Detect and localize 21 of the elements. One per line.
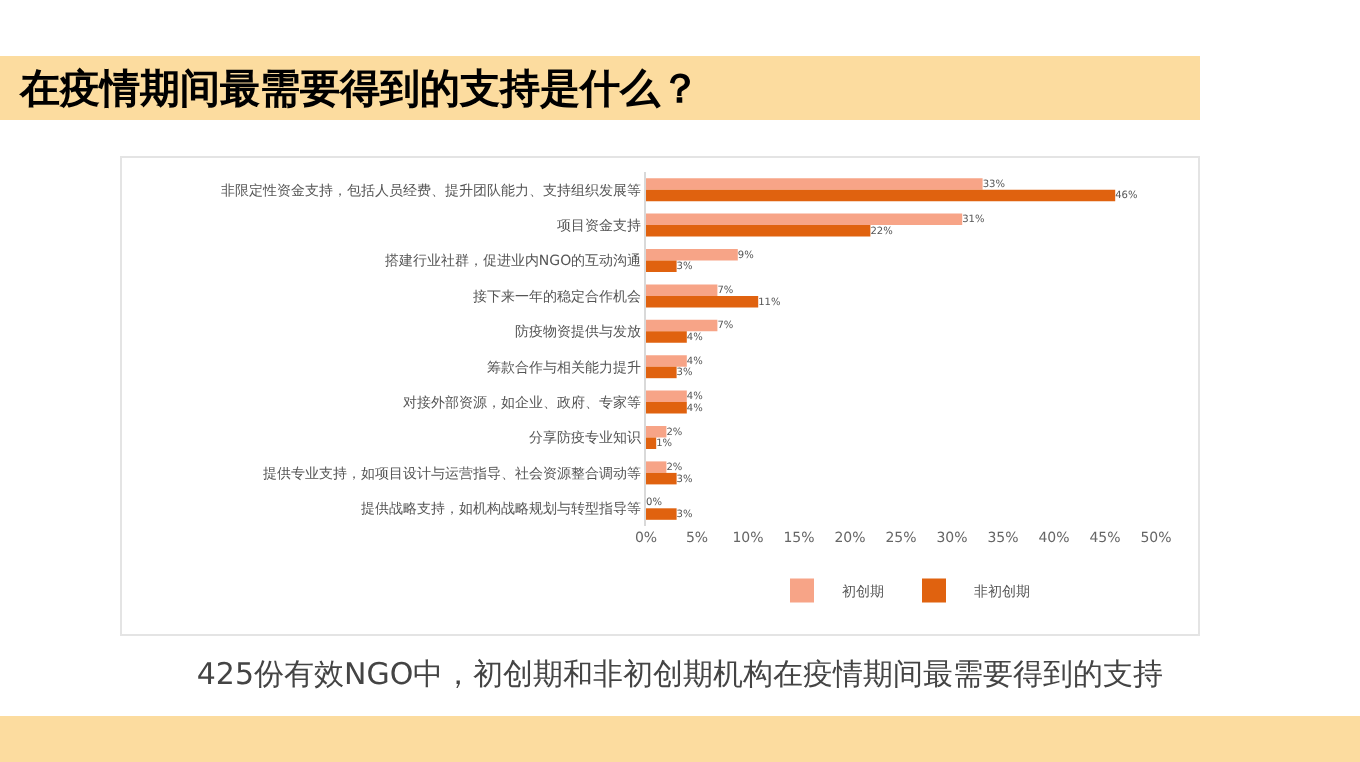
bar: [646, 178, 983, 190]
bar: [646, 355, 687, 367]
bar: [646, 472, 677, 485]
bar: [646, 366, 677, 379]
bar: [646, 319, 718, 332]
bar: [646, 213, 963, 226]
bar: [646, 508, 677, 520]
bar: [646, 225, 871, 237]
bar: [646, 189, 1116, 202]
bar: [646, 390, 687, 403]
bar: [646, 260, 677, 272]
bar: [646, 402, 687, 414]
bar: [646, 437, 657, 449]
text: 425份有效NGO中，初创期和非初创期机构在疫情期间最需要得到的支持: [194, 656, 1166, 694]
bar: [646, 461, 667, 473]
bar: [646, 295, 759, 308]
bar: [646, 249, 738, 261]
bar: [646, 331, 687, 343]
bar: [646, 284, 718, 296]
chart-title: 在疫情期间最需要得到的支持是什么？: [0, 56, 1200, 120]
bar: [646, 426, 667, 438]
